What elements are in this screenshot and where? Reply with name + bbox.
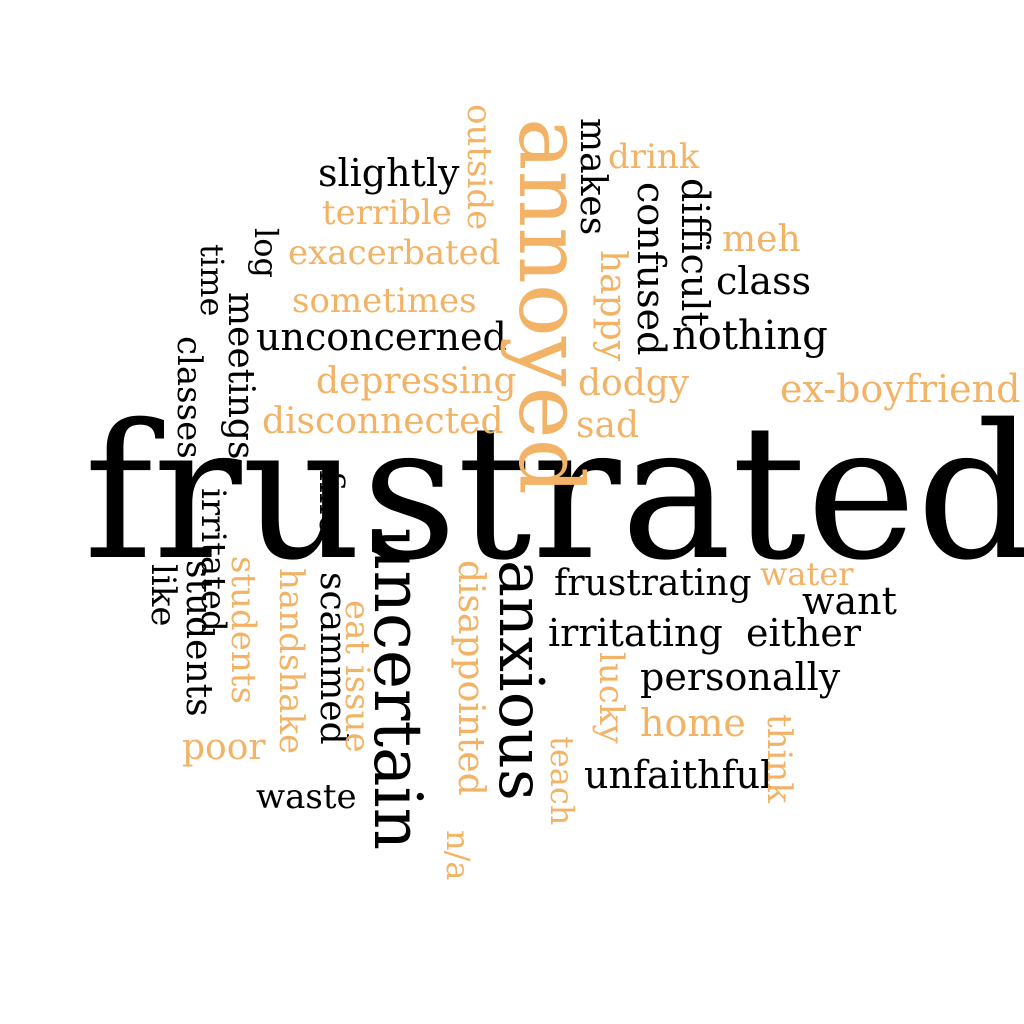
word-teach: teach bbox=[543, 736, 581, 826]
word-poor: poor bbox=[182, 727, 266, 768]
word-meetings: meetings bbox=[220, 292, 261, 460]
word-lucky: lucky bbox=[591, 652, 631, 744]
word-want: want bbox=[802, 579, 897, 623]
word-nothing: nothing bbox=[672, 313, 828, 359]
word-eat-issue: eat issue bbox=[337, 600, 377, 753]
word-classes: classes bbox=[169, 336, 209, 459]
word-students: students bbox=[223, 556, 263, 704]
word-anxious: anxious bbox=[485, 560, 558, 801]
word-irritating: irritating bbox=[548, 611, 723, 655]
word-frustrating: frustrating bbox=[554, 563, 752, 604]
word-personally: personally bbox=[640, 655, 841, 699]
word-think: think bbox=[759, 714, 799, 803]
word-unfaithful: unfaithful bbox=[584, 753, 773, 797]
word-either: either bbox=[746, 611, 862, 655]
word-waste: waste bbox=[256, 777, 357, 817]
word-disappointed: disappointed bbox=[450, 560, 491, 796]
word-sad: fine bbox=[311, 470, 351, 535]
word-drink: drink bbox=[608, 137, 700, 177]
word-frustrated: frustrated bbox=[84, 384, 1024, 601]
word-ex-boyfriend: disconnected bbox=[262, 401, 504, 442]
word-water: water bbox=[760, 555, 854, 593]
word-meh: meh bbox=[722, 219, 801, 260]
word-like: like bbox=[143, 564, 183, 627]
word-annoyed: annoyed bbox=[499, 118, 602, 495]
word-terrible: terrible bbox=[322, 193, 452, 233]
word-depressing: dodgy bbox=[578, 363, 690, 404]
word-slightly: slightly bbox=[318, 151, 460, 195]
word-difficult: difficult bbox=[673, 178, 717, 327]
word-disconnected: sad bbox=[576, 405, 639, 446]
word-sometimes: sometimes bbox=[292, 281, 477, 321]
word-irritated: students bbox=[178, 560, 219, 717]
word-happy: happy bbox=[592, 250, 633, 362]
word-outside: outside bbox=[459, 104, 499, 231]
word-fine: irritated bbox=[193, 488, 233, 632]
word-exacerbated: exacerbated bbox=[288, 233, 501, 273]
word-unconcerned: unconcerned bbox=[256, 315, 507, 359]
word-time: time bbox=[193, 244, 231, 317]
word-extremely: depressing bbox=[316, 361, 517, 402]
word-class: class bbox=[716, 259, 812, 303]
word-makes: makes bbox=[572, 118, 613, 236]
word-scammed: scammed bbox=[312, 572, 353, 745]
word-handshake: handshake bbox=[271, 568, 311, 755]
word-n-a: n/a bbox=[439, 830, 477, 881]
word-log: log bbox=[247, 228, 285, 278]
word-home: home bbox=[640, 701, 746, 745]
word-confused: confused bbox=[629, 182, 673, 356]
word-uncertain: uncertain bbox=[359, 528, 436, 851]
word-dodgy: ex-boyfriend bbox=[780, 367, 1021, 411]
